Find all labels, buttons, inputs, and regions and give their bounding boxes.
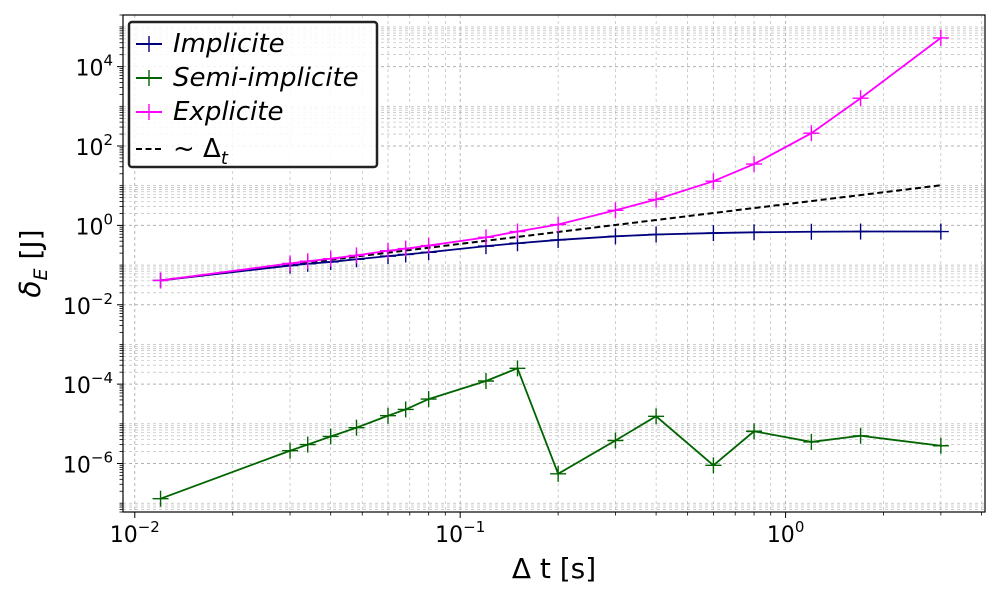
series-layer — [152, 29, 949, 507]
legend-marker — [141, 36, 157, 52]
data-point-semi-implicite — [746, 423, 763, 440]
legend-item-semi-implicite: Semi-implicite — [136, 63, 359, 93]
legend-marker — [141, 70, 157, 86]
data-point-semi-implicite — [397, 401, 414, 418]
legend-label: Semi-implicite — [173, 63, 359, 93]
data-point-semi-implicite — [152, 490, 169, 507]
series-explicite — [152, 29, 949, 289]
data-point-explicite — [705, 173, 722, 190]
data-point-implicite — [705, 225, 722, 242]
data-point-explicite — [477, 229, 494, 246]
legend-item-implicite: Implicite — [136, 29, 285, 59]
y-tick-label: 10−2 — [63, 290, 113, 320]
y-tick-label: 10−6 — [63, 449, 113, 479]
data-point-semi-implicite — [705, 457, 722, 474]
data-point-semi-implicite — [607, 432, 624, 449]
labels-layer: 10−2 10−1 100 10−6 10−4 10−2 100 102 104 Δ t [s] δ… — [14, 52, 804, 585]
data-point-explicite — [852, 90, 869, 107]
y-axis-title: δE [J] — [14, 229, 52, 297]
data-point-explicite — [299, 253, 316, 270]
series-reference — [160, 184, 941, 282]
data-point-explicite — [648, 191, 665, 208]
ticks-layer — [117, 14, 982, 518]
data-point-implicite — [648, 226, 665, 243]
data-point-explicite — [282, 255, 299, 272]
data-point-semi-implicite — [477, 372, 494, 389]
data-point-implicite — [746, 224, 763, 241]
data-point-explicite — [397, 240, 414, 257]
series-semi-implicite — [152, 360, 949, 507]
y-tick-label: 100 — [75, 210, 113, 240]
data-point-semi-implicite — [852, 427, 869, 444]
x-axis-title: Δ t [s] — [512, 552, 596, 585]
y-tick-label: 10−4 — [63, 369, 113, 399]
data-point-explicite — [152, 272, 169, 289]
data-point-semi-implicite — [282, 442, 299, 459]
data-point-semi-implicite — [420, 391, 437, 408]
data-point-explicite — [379, 242, 396, 259]
data-point-explicite — [607, 202, 624, 219]
data-point-explicite — [803, 125, 820, 142]
legend-item-reference: ~ Δt — [136, 134, 229, 169]
legend-label: Explicite — [173, 97, 283, 127]
data-point-explicite — [322, 250, 339, 267]
data-point-explicite — [746, 156, 763, 173]
series-line-reference — [160, 184, 941, 282]
data-point-explicite — [420, 237, 437, 254]
legend-label: ~ Δt — [173, 134, 229, 169]
data-point-implicite — [932, 223, 949, 240]
legend: Implicite Semi-implicite Explicite ~ Δt — [127, 20, 379, 169]
series-line-semi-implicite — [160, 367, 941, 500]
x-tick-label: 100 — [767, 518, 805, 548]
series-line-implicite — [160, 230, 941, 282]
data-point-semi-implicite — [932, 437, 949, 454]
data-point-semi-implicite — [322, 428, 339, 445]
x-tick-label: 10−1 — [435, 518, 485, 548]
plot-frame — [122, 14, 986, 513]
data-point-implicite — [852, 223, 869, 240]
x-tick-label: 10−2 — [110, 518, 160, 548]
data-point-implicite — [803, 223, 820, 240]
legend-marker — [141, 104, 157, 120]
data-point-semi-implicite — [803, 433, 820, 450]
data-point-semi-implicite — [648, 408, 665, 425]
legend-label: Implicite — [173, 29, 285, 59]
legend-item-explicite: Explicite — [136, 97, 283, 127]
data-point-semi-implicite — [348, 419, 365, 436]
y-tick-label: 104 — [75, 52, 113, 82]
data-point-explicite — [550, 216, 567, 233]
data-point-implicite — [607, 228, 624, 245]
data-point-semi-implicite — [299, 436, 316, 453]
data-point-semi-implicite — [550, 465, 567, 482]
data-point-explicite — [932, 29, 949, 46]
data-point-implicite — [550, 231, 567, 248]
data-point-semi-implicite — [509, 360, 526, 377]
data-point-explicite — [509, 223, 526, 240]
legend-box — [127, 20, 379, 169]
y-tick-label: 102 — [75, 131, 113, 161]
data-point-semi-implicite — [379, 407, 396, 424]
data-point-explicite — [348, 247, 365, 264]
